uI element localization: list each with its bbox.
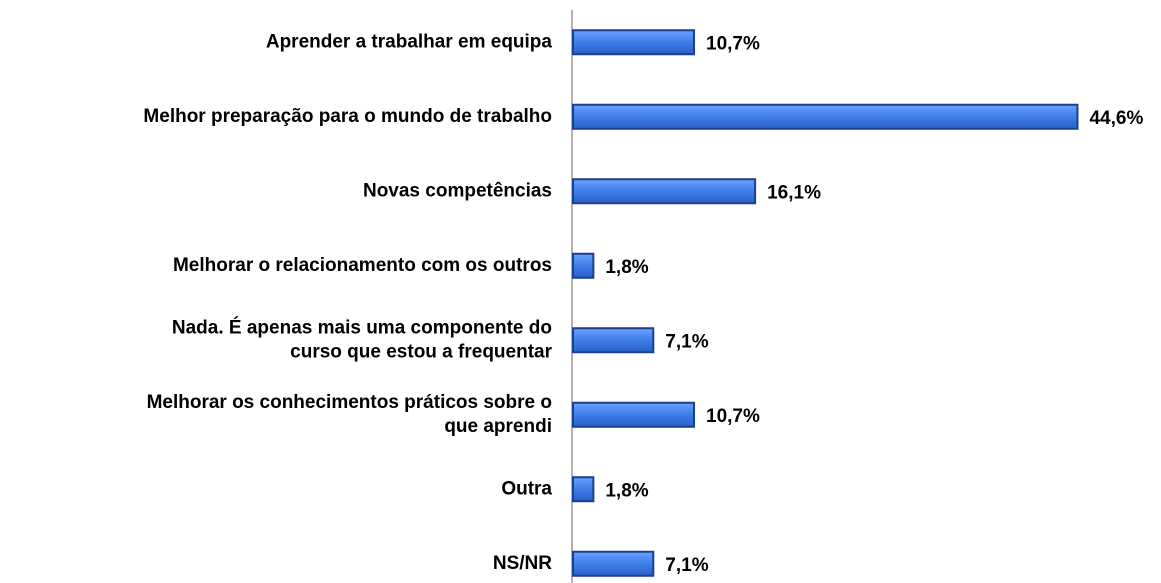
bar	[572, 29, 696, 56]
data-label: 16,1%	[767, 182, 821, 203]
bar	[572, 327, 655, 354]
bar	[572, 401, 696, 428]
category-label: Aprender a trabalhar em equipa	[266, 31, 553, 52]
data-label: 7,1%	[665, 555, 708, 576]
bar	[572, 252, 595, 279]
data-label: 10,7%	[706, 33, 760, 54]
category-label: Outra	[501, 478, 552, 499]
bar	[572, 550, 655, 577]
category-label: Novas competências	[363, 180, 552, 201]
category-label: Nada. É apenas mais uma componente do cur…	[172, 316, 553, 362]
bar	[572, 103, 1079, 130]
data-label: 1,8%	[605, 480, 648, 501]
data-label: 44,6%	[1089, 108, 1143, 129]
data-label: 7,1%	[665, 331, 708, 352]
bar	[572, 178, 757, 205]
category-label: NS/NR	[493, 553, 552, 574]
category-label: Melhorar o relacionamento com os outros	[173, 255, 552, 276]
data-label: 1,8%	[605, 257, 648, 278]
category-label: Melhor preparação para o mundo de trabal…	[143, 106, 552, 127]
category-label: Melhorar os conhecimentos práticos sobre…	[147, 392, 552, 437]
bar	[572, 476, 595, 503]
data-label: 10,7%	[706, 406, 760, 427]
